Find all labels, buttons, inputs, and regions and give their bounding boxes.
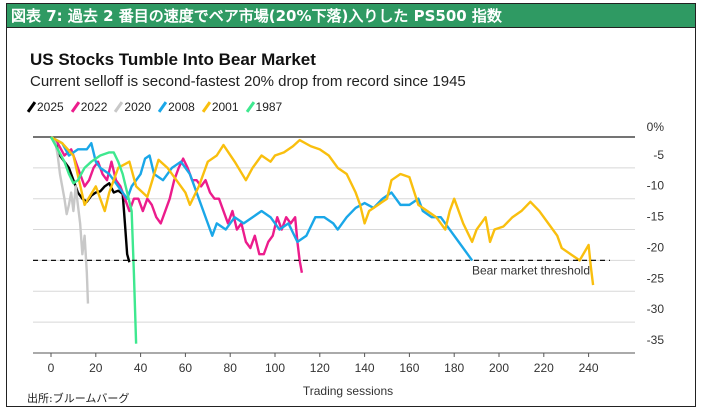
series-line-2001 bbox=[50, 135, 595, 286]
y-tick-label: -10 bbox=[647, 179, 665, 193]
legend-label: 2001 bbox=[211, 100, 239, 114]
legend-item-2001: 2001 bbox=[201, 100, 239, 114]
y-tick-label: -35 bbox=[647, 333, 665, 347]
x-tick-label: 60 bbox=[179, 361, 193, 375]
series-line-2025 bbox=[50, 136, 131, 263]
y-tick-label: -20 bbox=[647, 240, 665, 254]
legend-item-2022: 2022 bbox=[70, 100, 108, 114]
threshold-label: Bear market threshold bbox=[472, 263, 590, 277]
legend-item-2008: 2008 bbox=[157, 100, 195, 114]
chart-subtitle: Current selloff is second-fastest 20% dr… bbox=[30, 73, 466, 90]
y-tick-label: -5 bbox=[653, 148, 664, 162]
x-tick-label: 200 bbox=[489, 361, 509, 375]
x-tick-label: 120 bbox=[310, 361, 330, 375]
y-tick-label: -15 bbox=[647, 210, 665, 224]
figure-header: 図表 7: 過去 2 番目の速度でベア市場(20%下落)入りした PS500 指… bbox=[6, 3, 696, 28]
x-tick-label: 80 bbox=[224, 361, 238, 375]
legend-item-1987: 1987 bbox=[245, 100, 283, 114]
x-axis-label: Trading sessions bbox=[303, 384, 393, 398]
y-tick-label: -30 bbox=[647, 302, 665, 316]
x-tick-label: 220 bbox=[534, 361, 554, 375]
legend-label: 2025 bbox=[37, 100, 64, 114]
x-tick-label: 0 bbox=[48, 361, 55, 375]
legend-label: 2022 bbox=[80, 100, 108, 114]
x-tick-label: 40 bbox=[134, 361, 148, 375]
x-tick-label: 180 bbox=[444, 361, 464, 375]
legend-item-2025: 2025 bbox=[26, 100, 64, 114]
series-line-1987 bbox=[49, 136, 138, 344]
chart-title: US Stocks Tumble Into Bear Market bbox=[30, 50, 316, 69]
y-tick-label: -25 bbox=[647, 271, 665, 285]
x-tick-label: 140 bbox=[355, 361, 375, 375]
legend-label: 2008 bbox=[168, 100, 195, 114]
x-tick-label: 20 bbox=[89, 361, 103, 375]
legend-label: 1987 bbox=[255, 100, 283, 114]
source-note: 出所:ブルームバーグ bbox=[27, 392, 130, 405]
legend-label: 2020 bbox=[124, 100, 152, 114]
legend: 2025 2022 2020 2008 2001 1987 bbox=[26, 100, 283, 114]
x-tick-label: 160 bbox=[399, 361, 419, 375]
x-tick-label: 100 bbox=[265, 361, 285, 375]
y-tick-label: 0% bbox=[647, 120, 665, 134]
series-line-2020 bbox=[50, 136, 90, 304]
legend-item-2020: 2020 bbox=[114, 100, 152, 114]
x-tick-label: 240 bbox=[579, 361, 599, 375]
